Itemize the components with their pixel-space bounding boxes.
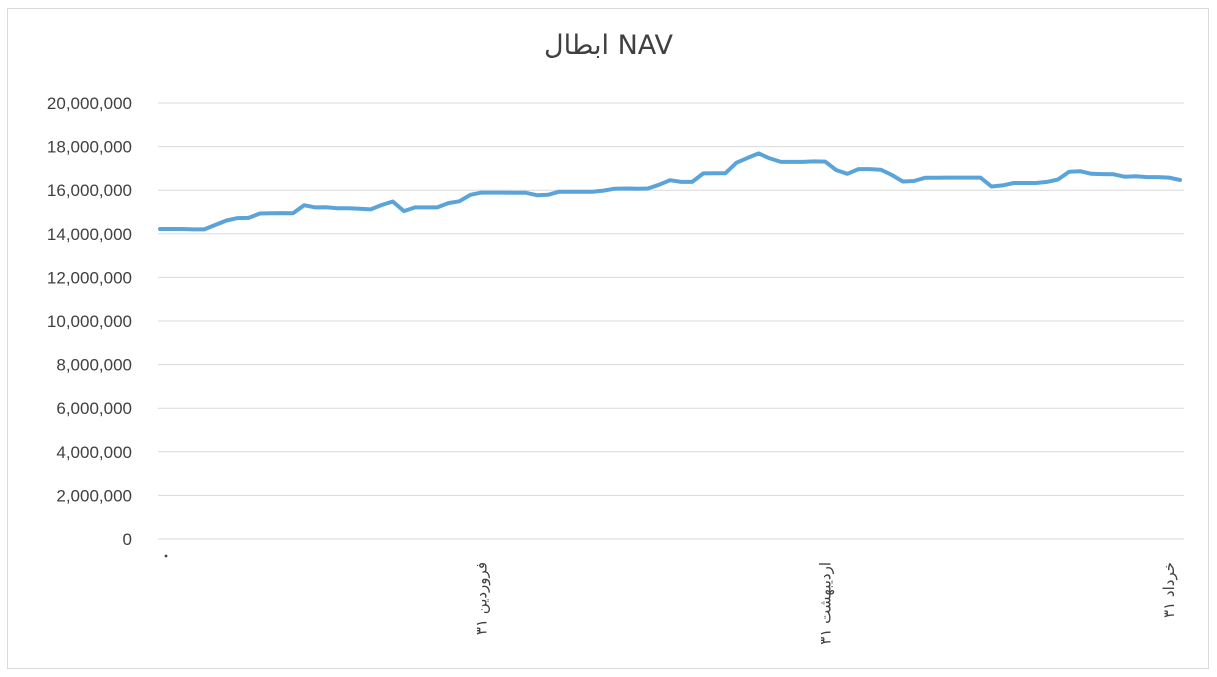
y-axis-labels: 0 2,000,000 4,000,000 6,000,000 8,000,000 10,… — [47, 94, 132, 549]
y-tick-label: 20,000,000 — [47, 94, 132, 113]
x-tick-label: ۳۱ خرداد — [1160, 562, 1178, 618]
series-line — [158, 151, 1182, 232]
series-layer — [158, 151, 1182, 232]
y-tick-label: 18,000,000 — [47, 138, 132, 157]
y-tick-label: 6,000,000 — [56, 399, 132, 418]
x-tick-label: ۳۱ فروردین — [473, 562, 491, 635]
y-tick-label: 0 — [123, 530, 132, 549]
y-tick-label: 12,000,000 — [47, 268, 132, 287]
gridlines — [158, 102, 1184, 540]
y-tick-label: 10,000,000 — [47, 312, 132, 331]
y-tick-label: 4,000,000 — [56, 443, 132, 462]
x-tick-label: ۳۱ اردیبهشت — [816, 562, 834, 645]
chart-frame — [7, 8, 1209, 669]
x-axis-labels: ۳۱ فروردین ۳۱ اردیبهشت ۳۱ خرداد — [164, 554, 1178, 645]
y-tick-label: 8,000,000 — [56, 356, 132, 375]
y-tick-label: 14,000,000 — [47, 225, 132, 244]
y-tick-label: 2,000,000 — [56, 486, 132, 505]
y-tick-label: 16,000,000 — [47, 181, 132, 200]
x-axis-start-marker — [164, 554, 168, 558]
chart-title: ابطال NAV — [543, 30, 673, 61]
